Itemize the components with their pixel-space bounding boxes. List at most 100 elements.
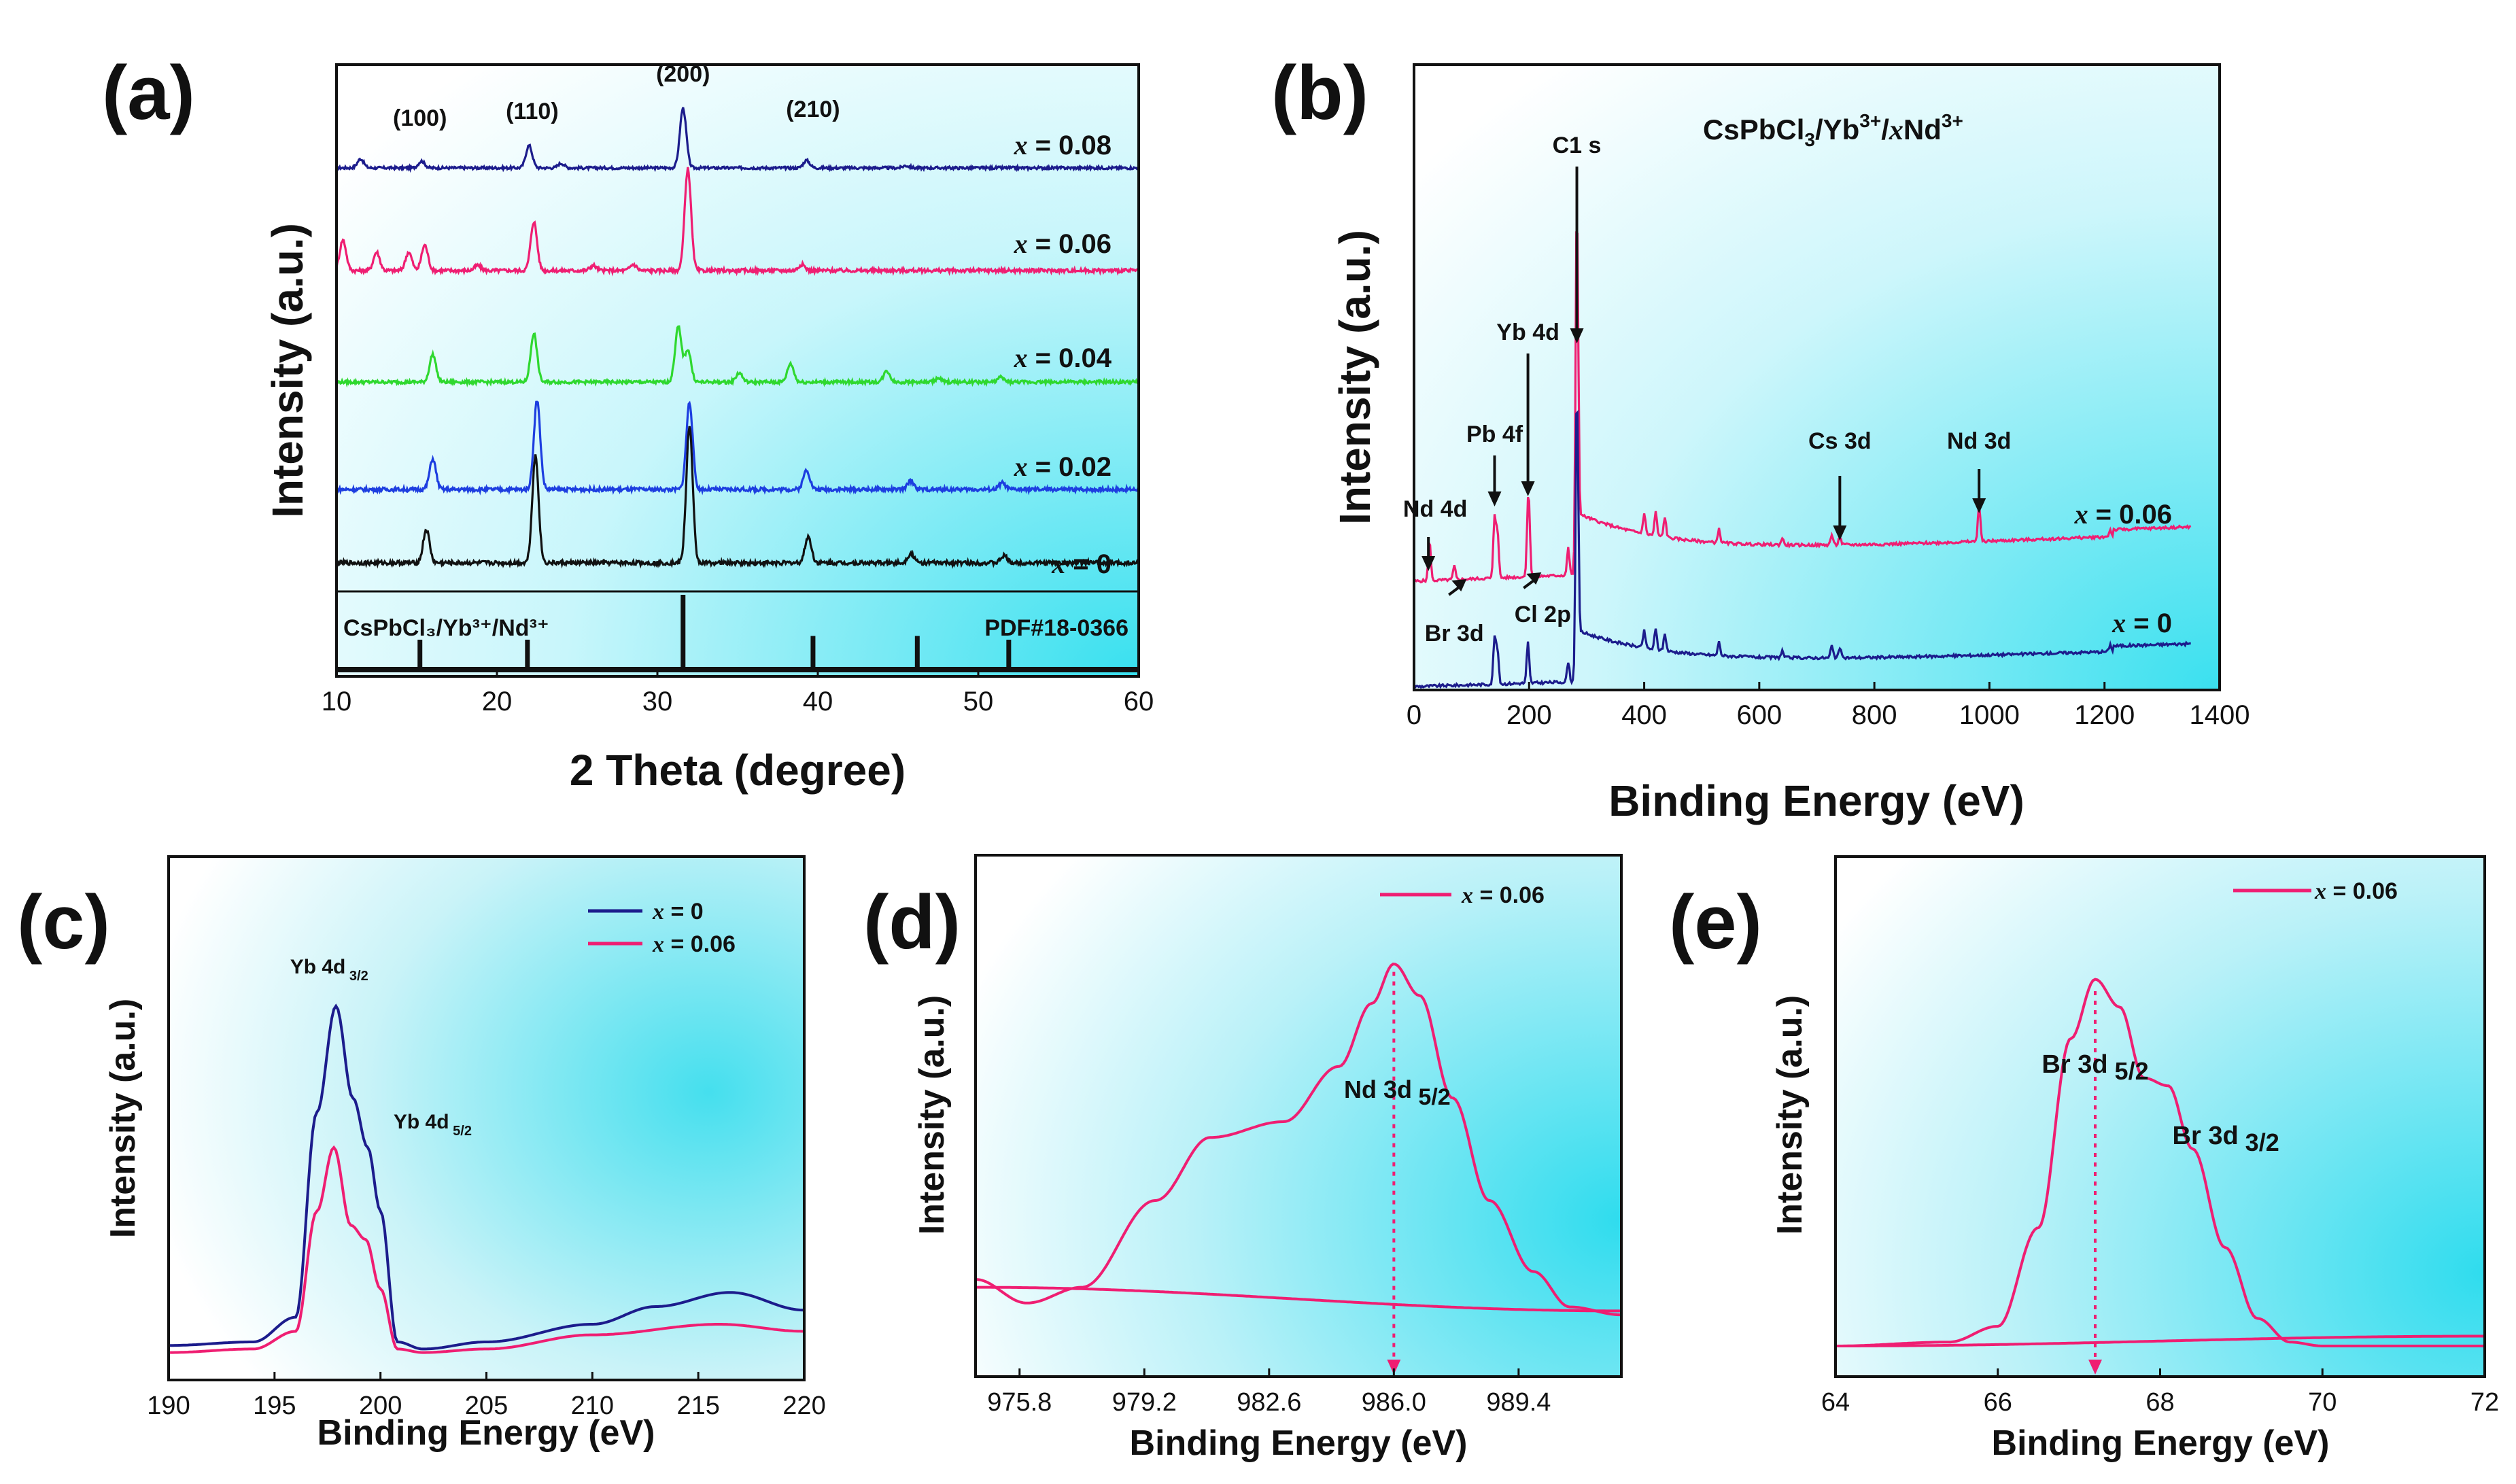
panel-c: (c) Yb 4d 3/2 Yb 4d 5/2 x = 0 x = 0.06 190… (17, 855, 826, 1453)
b-series-pink-group (1413, 231, 2192, 584)
x-tick-label: 800 (1852, 700, 1897, 730)
b-annotation-4: Cs 3d (1808, 428, 1872, 454)
a-series-label-3: x = 0.02 (1014, 451, 1111, 482)
a-reference-sticks (417, 595, 1012, 670)
c-x-ticks: 190 195 200 205 210 215 220 (147, 1372, 826, 1420)
x-tick-label: 20 (482, 687, 513, 717)
d-peak-marker-arrowhead (1387, 1360, 1401, 1375)
b-annotation-arrowhead-6 (1451, 579, 1467, 591)
e-annotation-1: Br 3d 3/2 (2173, 1122, 2279, 1156)
x-tick-label: 68 (2146, 1388, 2174, 1417)
x-tick-label: 70 (2308, 1388, 2337, 1417)
e-annotation-0: Br 3d 5/2 (2041, 1050, 2148, 1085)
a-series-group (335, 107, 1140, 569)
a-series-line-0 (336, 107, 1140, 173)
d-legend: x = 0.06 (1380, 882, 1545, 908)
c-y-axis-title: Intensity (a.u.) (103, 999, 143, 1238)
a-series-label-2: x = 0.04 (1014, 343, 1112, 373)
x-tick-label: 400 (1621, 700, 1667, 730)
b-series-navy-group (1413, 409, 2191, 689)
x-tick-label: 200 (1506, 700, 1552, 730)
d-x-axis-title: Binding Energy (eV) (1130, 1423, 1468, 1463)
x-tick-label: 50 (963, 687, 994, 717)
d-series-line-0 (975, 963, 1622, 1317)
x-tick-label: 989.4 (1486, 1388, 1551, 1417)
x-tick-label: 600 (1736, 700, 1782, 730)
e-legend-label: x = 0.06 (2314, 878, 2398, 904)
b-annotation-2: Pb 4f (1466, 421, 1523, 447)
a-series-line-3 (336, 400, 1140, 496)
e-y-axis-title: Intensity (a.u.) (1770, 995, 1810, 1235)
c-series-line-0 (169, 1003, 805, 1351)
x-tick-label: 0 (1407, 700, 1421, 730)
x-tick-label: 66 (1984, 1388, 2012, 1417)
a-y-axis-title: Intensity (a.u.) (263, 223, 312, 518)
b-series-line-0 (1413, 231, 2192, 584)
b-annotation-1: Yb 4d (1496, 320, 1559, 345)
a-reference-label-left: CsPbCl₃/Yb³⁺/Nd³⁺ (343, 615, 549, 641)
x-tick-label: 200 (359, 1392, 402, 1420)
e-series-group (1836, 978, 2485, 1347)
c-x-axis-title: Binding Energy (eV) (317, 1413, 655, 1453)
e-series-line-1 (1836, 1334, 2485, 1347)
e-x-axis-title: Binding Energy (eV) (1992, 1423, 2330, 1463)
c-legend-label-1: x = 0.06 (652, 931, 736, 957)
b-x-axis-title: Binding Energy (eV) (1608, 776, 2024, 825)
e-peak-marker-arrowhead (2088, 1360, 2102, 1375)
plot-area-e (1836, 857, 2485, 1377)
frame-b (1413, 63, 2221, 691)
b-series-group (1413, 231, 2192, 689)
b-annotation-arrowhead-7 (1526, 572, 1542, 585)
x-tick-label: 64 (1821, 1388, 1850, 1417)
c-series-line-1 (169, 1145, 804, 1354)
panel-e: (e) Br 3d 5/2 Br 3d 3/2 x = 0.06 64 66 68 70… (1669, 855, 2499, 1463)
frame-d (974, 854, 1623, 1378)
x-tick-label: 979.2 (1112, 1388, 1177, 1417)
b-series-labels: x = 0.06 x = 0 (2074, 499, 2172, 638)
plot-area-c (169, 857, 804, 1380)
b-annotation-arrowhead-2 (1487, 491, 1502, 506)
x-tick-label: 60 (1124, 687, 1154, 717)
a-series-labels: x = 0.08 x = 0.06 x = 0.04 x = 0.02 x = 0 (1014, 130, 1112, 579)
b-annotation-5: Nd 3d (1947, 428, 2011, 454)
x-tick-label: 30 (642, 687, 673, 717)
a-series-line-4 (335, 426, 1139, 569)
a-series-label-0: x = 0.08 (1014, 130, 1111, 160)
b-annotation-arrowhead-5 (1972, 498, 1986, 513)
frame-a (335, 63, 1140, 678)
x-tick-label: 982.6 (1237, 1388, 1301, 1417)
a-reference-label-right: PDF#18-0366 (984, 615, 1128, 641)
panel-d: (d) Nd 3d 5/2 x = 0.06 975.8 979.2 982.6 98… (863, 854, 1623, 1463)
c-annotation-1: Yb 4d 5/2 (394, 1111, 472, 1139)
e-x-ticks: 64 66 68 70 72 (1821, 1368, 2499, 1417)
c-annotations: Yb 4d 3/2 Yb 4d 5/2 (290, 956, 472, 1139)
d-annotations: Nd 3d 5/2 (1344, 971, 1451, 1375)
x-tick-label: 215 (676, 1392, 719, 1420)
c-legend: x = 0 x = 0.06 (588, 899, 736, 957)
panel-a: (a) CsPbCl₃/Yb³⁺/Nd³⁺ PDF#18-0366 (100) (… (102, 50, 1154, 795)
x-tick-label: 190 (147, 1392, 190, 1420)
a-peak-label-3: (210) (786, 97, 840, 122)
x-tick-label: 1400 (2190, 700, 2250, 730)
d-series-line-1 (976, 1285, 1621, 1313)
x-tick-label: 975.8 (987, 1388, 1052, 1417)
e-annotations: Br 3d 5/2 Br 3d 3/2 (2041, 991, 2279, 1375)
b-series-line-1 (1413, 409, 2191, 689)
x-tick-label: 1000 (1959, 700, 2020, 730)
b-annotation-arrowhead-1 (1521, 481, 1535, 496)
b-annotation-7: Cl 2p (1515, 602, 1571, 627)
b-annotation-6: Br 3d (1425, 621, 1484, 646)
d-y-axis-title: Intensity (a.u.) (912, 995, 952, 1235)
b-title: CsPbCl3/Yb3+/xNd3+ (1703, 110, 1963, 150)
x-tick-label: 195 (253, 1392, 296, 1420)
x-tick-label: 10 (322, 687, 352, 717)
d-x-ticks: 975.8 979.2 982.6 986.0 989.4 (987, 1368, 1551, 1417)
x-tick-label: 40 (803, 687, 833, 717)
b-x-ticks: 0 200 400 600 800 1000 1200 1400 (1407, 682, 2250, 730)
x-tick-label: 205 (465, 1392, 508, 1420)
d-legend-label: x = 0.06 (1461, 882, 1545, 908)
a-peak-label-1: (110) (506, 99, 559, 124)
